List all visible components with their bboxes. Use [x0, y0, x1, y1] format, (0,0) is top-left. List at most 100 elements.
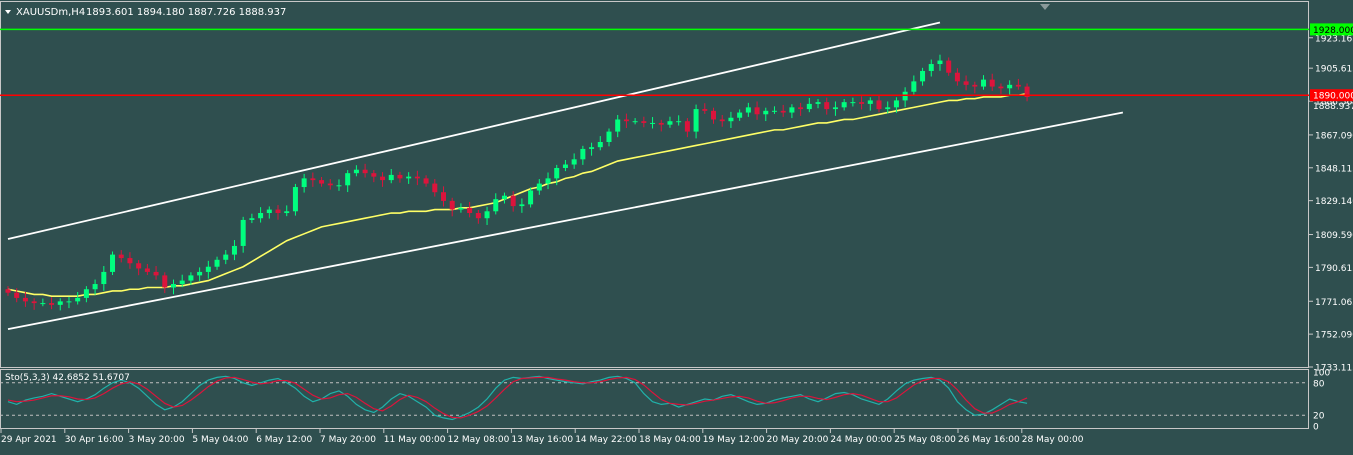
time-tick-label: 13 May 16:00 [511, 435, 573, 445]
candle-body [31, 301, 37, 304]
candle-body [22, 297, 28, 302]
stochastic-main-line [7, 375, 1028, 421]
candle-body [771, 110, 777, 112]
candle-body [815, 102, 821, 104]
candle-body [336, 185, 342, 187]
candle-body [641, 121, 647, 123]
candle-body [728, 117, 734, 122]
candle-body [528, 190, 534, 205]
candle-body [754, 107, 760, 115]
candle-body [319, 180, 325, 184]
candle-body [562, 164, 568, 168]
candle-body [127, 258, 133, 264]
candle-body [745, 107, 751, 113]
price-tick-label: 1829.140 [1315, 197, 1353, 207]
candle-body [989, 79, 995, 87]
candle-body [292, 187, 298, 212]
candle-body [693, 109, 699, 132]
candle-body [162, 275, 168, 288]
candle-body [441, 192, 446, 201]
candle-body [615, 119, 621, 132]
level-price-label: 1928.000 [1313, 26, 1353, 36]
candle-body [684, 121, 690, 132]
candle-body [5, 289, 11, 293]
price-tick-label: 1733.115 [1315, 364, 1353, 374]
candle-body [371, 173, 377, 177]
candle-body [667, 121, 673, 125]
candle-body [458, 207, 464, 210]
candle-body [205, 266, 211, 272]
channel-line-upper [7, 21, 941, 240]
oscillator-axis-label: 80 [1313, 379, 1325, 389]
candle-body [406, 176, 412, 179]
candle-body [589, 147, 595, 149]
candle-body [240, 219, 246, 246]
candle-body [737, 112, 743, 118]
ohlc-values: 1893.601 1894.180 1887.726 1888.937 [86, 7, 286, 18]
time-tick-label: 20 May 20:00 [767, 435, 829, 445]
price-axis: 1923.165 1905.615 1886.565 1867.090 1848.115… [1309, 34, 1353, 374]
candle-body [519, 204, 525, 207]
shift-marker-icon[interactable] [1040, 4, 1050, 10]
candle-body [101, 271, 107, 285]
candle-body [414, 176, 420, 179]
candle-body [850, 102, 856, 104]
candle-body [40, 303, 46, 305]
candle-body [954, 72, 960, 82]
time-tick-label: 18 May 04:00 [639, 435, 701, 445]
level-price-box [1310, 89, 1353, 102]
stochastic-label: Sto(5,3,3) 42.6852 51.6707 [5, 373, 130, 383]
candle-body [501, 195, 507, 200]
candle-body [536, 183, 542, 191]
candle-body [798, 107, 804, 110]
symbol-label: XAUUSDm,H4 [16, 7, 85, 18]
time-tick-label: 30 Apr 16:00 [65, 435, 124, 445]
candle-body [789, 107, 795, 113]
time-tick-label: 19 May 12:00 [703, 435, 765, 445]
candle-body [937, 60, 943, 65]
candles [5, 54, 1030, 311]
candle-body [972, 84, 978, 87]
candle-body [902, 91, 908, 101]
main-plot-border [0, 1, 1309, 368]
candle-body [510, 195, 516, 207]
candle-body [780, 110, 786, 113]
candle-body [719, 119, 725, 122]
candle-body [266, 209, 272, 214]
time-tick-label: 26 May 16:00 [958, 435, 1020, 445]
candle-body [580, 148, 586, 160]
candle-body [197, 271, 203, 276]
candle-body [258, 213, 264, 219]
candle-body [397, 174, 403, 179]
candle-body [362, 169, 368, 174]
candle-body [963, 81, 969, 85]
oscillator-plot-border [0, 369, 1309, 429]
candle-body [14, 292, 20, 298]
candle-body [83, 289, 89, 298]
candle-body [658, 122, 664, 125]
candle-body [650, 122, 656, 124]
candle-body [632, 121, 638, 123]
candle-body [554, 167, 560, 179]
time-tick-label: 6 May 12:00 [256, 435, 312, 445]
time-tick-label: 24 May 00:00 [830, 435, 892, 445]
candle-body [920, 70, 926, 82]
price-tick-label: 1886.565 [1315, 98, 1353, 108]
time-tick-label: 25 May 08:00 [894, 435, 956, 445]
price-tick-label: 1809.590 [1315, 231, 1353, 241]
time-tick-label: 5 May 04:00 [192, 435, 248, 445]
time-tick-label: 28 May 00:00 [1022, 435, 1084, 445]
candle-body [893, 100, 899, 108]
candle-body [911, 81, 917, 92]
candle-body [832, 107, 838, 110]
candle-body [57, 301, 63, 305]
candle-body [876, 100, 882, 110]
candle-body [981, 79, 987, 87]
dropdown-triangle-icon[interactable] [5, 10, 11, 14]
price-tick-label: 1848.115 [1315, 164, 1353, 174]
price-tick-label: 1867.090 [1315, 131, 1353, 141]
